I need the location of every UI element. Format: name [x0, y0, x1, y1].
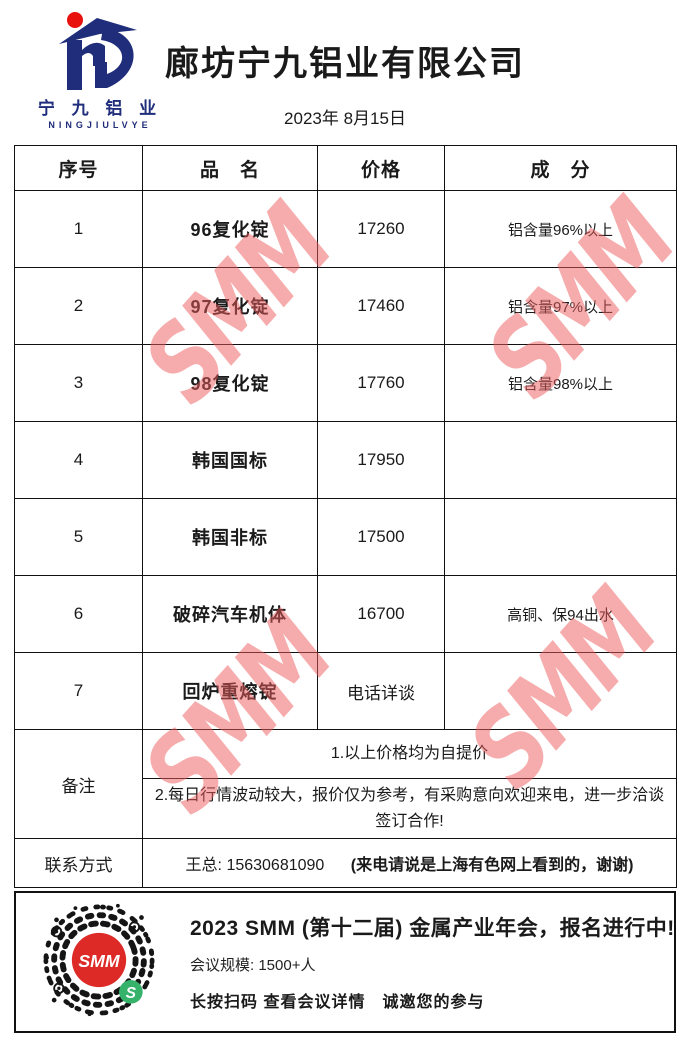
promo-banner: SMM S 2023 SMM (第十二届) 金属产业年会，报名进行中! 会议规模… — [14, 891, 676, 1034]
contact-note: (来电请说是上海有色网上看到的，谢谢) — [350, 857, 634, 875]
column-header-composition: 成 分 — [444, 145, 677, 191]
contact-label: 联系方式 — [14, 838, 143, 889]
banner-text: 2023 SMM (第十二届) 金属产业年会，报名进行中! 会议规模: 1500… — [190, 912, 675, 1012]
table-row: 7 回炉重熔锭 电话详谈 — [14, 652, 677, 730]
product-name-cell: 韩国非标 — [142, 498, 318, 576]
table-row: 1 96复化锭 17260 铝含量96%以上 — [14, 190, 677, 268]
notes-row: 备注 1.以上价格均为自提价 — [14, 728, 677, 840]
table-row: 6 破碎汽车机体 16700 高铜、保94出水 — [14, 575, 677, 653]
company-logo: 宁 九 铝 业 NINGJIULVYE — [33, 10, 167, 130]
composition-cell — [444, 421, 677, 499]
banner-cta: 长按扫码 查看会议详情 诚邀您的参与 — [190, 994, 485, 1012]
logo-text-en: NINGJIULVYE — [48, 120, 152, 130]
seq-cell: 1 — [14, 190, 143, 268]
notes-label: 备注 — [14, 728, 143, 840]
composition-cell: 铝含量97%以上 — [444, 267, 677, 345]
table-header-row: 序号 品 名 价格 成 分 — [14, 145, 677, 191]
contact-cell: 王总: 15630681090 (来电请说是上海有色网上看到的，谢谢) — [142, 838, 677, 889]
seq-cell: 4 — [14, 421, 143, 499]
report-date: 2023年 8月15日 — [284, 109, 406, 128]
banner-scale: 会议规模: 1500+人 — [190, 957, 316, 975]
price-cell: 16700 — [317, 575, 445, 653]
product-name-cell: 回炉重熔锭 — [142, 652, 318, 730]
seq-cell: 3 — [14, 344, 143, 422]
qr-code: SMM S — [43, 903, 155, 1016]
column-header-seq: 序号 — [14, 145, 143, 191]
composition-cell: 高铜、保94出水 — [444, 575, 677, 653]
seq-cell: 5 — [14, 498, 143, 576]
product-name-cell: 韩国国标 — [142, 421, 318, 499]
product-name-cell: 98复化锭 — [142, 344, 318, 422]
seq-cell: 6 — [14, 575, 143, 653]
price-cell: 17260 — [317, 190, 445, 268]
column-header-name: 品 名 — [142, 145, 318, 191]
seq-cell: 7 — [14, 652, 143, 730]
note-line-2: 2.每日行情波动较大，报价仅为参考，有采购意向欢迎来电，进一步洽谈签订合作! — [142, 777, 677, 840]
qr-code-icon: SMM S — [40, 901, 158, 1024]
table-row: 2 97复化锭 17460 铝含量97%以上 — [14, 267, 677, 345]
composition-cell — [444, 652, 677, 730]
column-header-price: 价格 — [317, 145, 445, 191]
table-row: 4 韩国国标 17950 — [14, 421, 677, 499]
composition-cell: 铝含量98%以上 — [444, 344, 677, 422]
product-name-cell: 破碎汽车机体 — [142, 575, 318, 653]
wechat-link-icon: S — [126, 984, 137, 1001]
document-header: 宁 九 铝 业 NINGJIULVYE 廊坊宁九铝业有限公司 2023年 8月1… — [0, 0, 690, 145]
composition-cell — [444, 498, 677, 576]
composition-cell: 铝含量96%以上 — [444, 190, 677, 268]
price-cell: 17500 — [317, 498, 445, 576]
logo-mark — [59, 12, 137, 90]
contact-row: 联系方式 王总: 15630681090 (来电请说是上海有色网上看到的，谢谢) — [14, 838, 677, 889]
contact-phone: 王总: 15630681090 — [185, 857, 325, 875]
notes-row: 2.每日行情波动较大，报价仅为参考，有采购意向欢迎来电，进一步洽谈签订合作! — [15, 777, 677, 840]
table-row: 5 韩国非标 17500 — [14, 498, 677, 576]
note-line-1: 1.以上价格均为自提价 — [142, 729, 677, 779]
qr-center-label: SMM — [78, 951, 121, 971]
price-table: 序号 品 名 价格 成 分 1 96复化锭 17260 铝含量96%以上 2 9… — [14, 145, 677, 889]
price-cell: 17460 — [317, 267, 445, 345]
logo-text-cn: 宁 九 铝 业 — [37, 99, 163, 118]
product-name-cell: 97复化锭 — [142, 267, 318, 345]
price-cell: 17950 — [317, 421, 445, 499]
banner-title: 2023 SMM (第十二届) 金属产业年会，报名进行中! — [190, 917, 675, 941]
seq-cell: 2 — [14, 267, 143, 345]
price-cell: 17760 — [317, 344, 445, 422]
product-name-cell: 96复化锭 — [142, 190, 318, 268]
table-row: 3 98复化锭 17760 铝含量98%以上 — [14, 344, 677, 422]
page-title: 廊坊宁九铝业有限公司 — [165, 45, 525, 83]
price-cell: 电话详谈 — [317, 652, 445, 730]
